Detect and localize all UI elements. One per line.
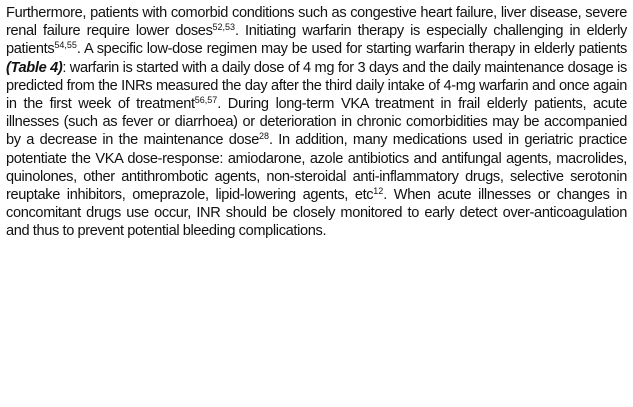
text-segment: Furthermore, patients with comorbid cond… (6, 5, 627, 40)
citation-superscript: 54,55 (54, 40, 77, 51)
body-paragraph: Furthermore, patients with comorbid cond… (6, 4, 627, 241)
citation-superscript: 28 (258, 131, 269, 142)
table-reference: (Table 4) (6, 59, 63, 76)
text-segment: . A specific low-dose regimen may be use… (76, 41, 627, 58)
citation-superscript: 52,53 (212, 22, 236, 33)
text-segment: . When acute illnesses or changes in con… (6, 187, 627, 240)
document-page: Furthermore, patients with comorbid cond… (6, 4, 627, 241)
citation-superscript: 56,57 (194, 95, 218, 106)
citation-superscript: 12 (373, 186, 384, 197)
text-segment: : warfarin is started with a daily dose … (6, 59, 627, 113)
text-segment: . Initiating warfarin therapy is especia… (6, 23, 627, 58)
text-segment: . During long-term VKA treatment in frai… (6, 96, 627, 149)
text-segment: . In addition, many medications used in … (6, 132, 627, 204)
